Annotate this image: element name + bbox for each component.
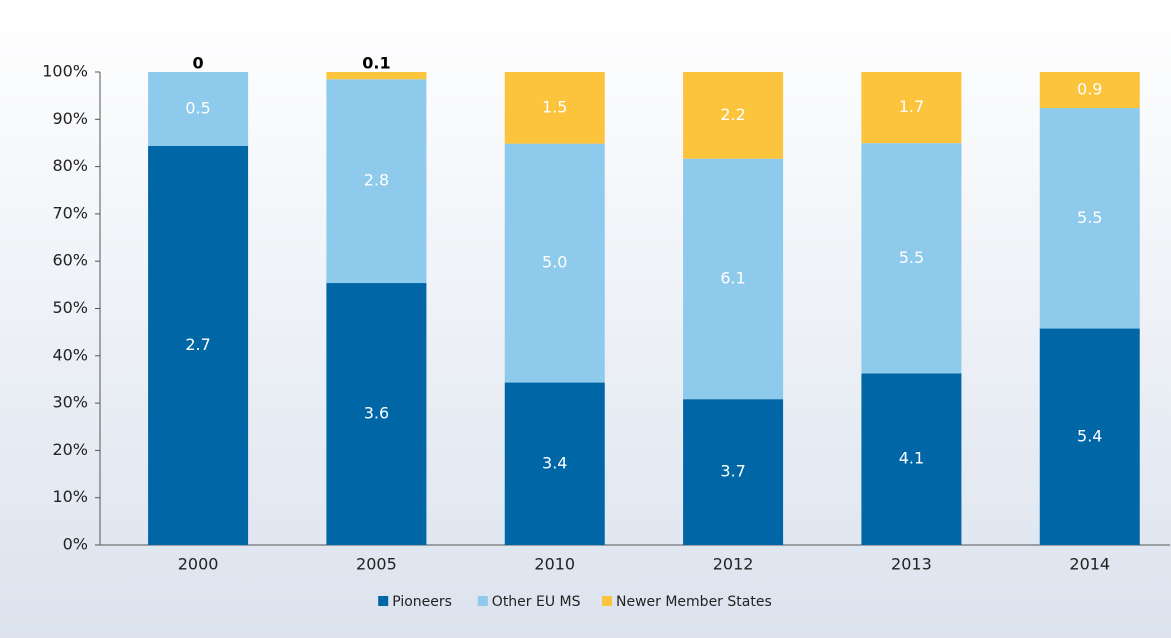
bar-segment	[683, 72, 784, 159]
bar-segment	[148, 145, 249, 545]
bar-segment	[861, 373, 962, 545]
data-label: 4.1	[899, 449, 924, 468]
bar-segment	[861, 143, 962, 374]
data-label: 1.7	[899, 97, 924, 116]
x-tick-label: 2010	[534, 555, 575, 574]
y-tick-label: 10%	[52, 487, 88, 506]
legend-label: Pioneers	[392, 594, 452, 610]
bar-segment	[1039, 108, 1140, 329]
bar-segment	[1039, 328, 1140, 545]
bar-segment	[148, 72, 249, 146]
legend-label: Other EU MS	[492, 594, 581, 610]
bar-segment	[326, 72, 427, 80]
x-tick-label: 2005	[356, 555, 397, 574]
data-label: 0.5	[185, 98, 210, 117]
bar-segment	[504, 382, 605, 545]
data-label: 2.2	[720, 105, 745, 124]
bar-segment	[504, 143, 605, 383]
y-tick-label: 100%	[42, 62, 88, 81]
bar-segment	[683, 158, 784, 400]
data-label: 3.7	[720, 462, 745, 481]
y-tick-label: 90%	[52, 109, 88, 128]
data-label: 0.1	[362, 54, 390, 73]
data-label: 3.6	[364, 404, 389, 423]
data-label: 2.7	[185, 335, 210, 354]
x-tick-label: 2000	[178, 555, 219, 574]
y-tick-label: 30%	[52, 393, 88, 412]
data-label: 6.1	[720, 268, 745, 287]
data-label: 0.9	[1077, 80, 1102, 99]
y-tick-label: 60%	[52, 251, 88, 270]
y-tick-label: 20%	[52, 440, 88, 459]
legend-swatch	[477, 596, 488, 606]
bar-segment	[326, 283, 427, 545]
x-tick-label: 2013	[891, 555, 932, 574]
bar-segment	[861, 72, 962, 144]
legend-swatch	[602, 596, 612, 606]
data-label: 5.5	[1077, 208, 1102, 227]
bar-segment	[1039, 72, 1140, 109]
y-tick-label: 70%	[52, 203, 88, 222]
bar-segment	[504, 72, 605, 144]
data-label: 5.4	[1077, 426, 1102, 445]
legend-label: Newer Member States	[616, 594, 772, 610]
data-label: 5.0	[542, 253, 567, 272]
y-tick-label: 80%	[52, 156, 88, 175]
y-tick-label: 50%	[52, 298, 88, 317]
bar-segment	[326, 79, 427, 284]
x-tick-label: 2014	[1069, 555, 1110, 574]
y-tick-label: 40%	[52, 345, 88, 364]
data-label: 5.5	[899, 248, 924, 267]
y-tick-label: 0%	[63, 535, 88, 554]
data-label: 0	[193, 54, 204, 73]
legend-swatch	[378, 596, 389, 606]
data-label: 1.5	[542, 97, 567, 116]
bar-segment	[683, 399, 784, 545]
data-label: 3.4	[542, 453, 567, 472]
data-label: 2.8	[364, 171, 389, 190]
x-tick-label: 2012	[713, 555, 754, 574]
